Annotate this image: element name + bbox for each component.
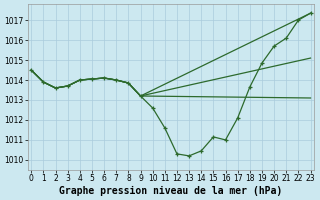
X-axis label: Graphe pression niveau de la mer (hPa): Graphe pression niveau de la mer (hPa) — [59, 186, 283, 196]
